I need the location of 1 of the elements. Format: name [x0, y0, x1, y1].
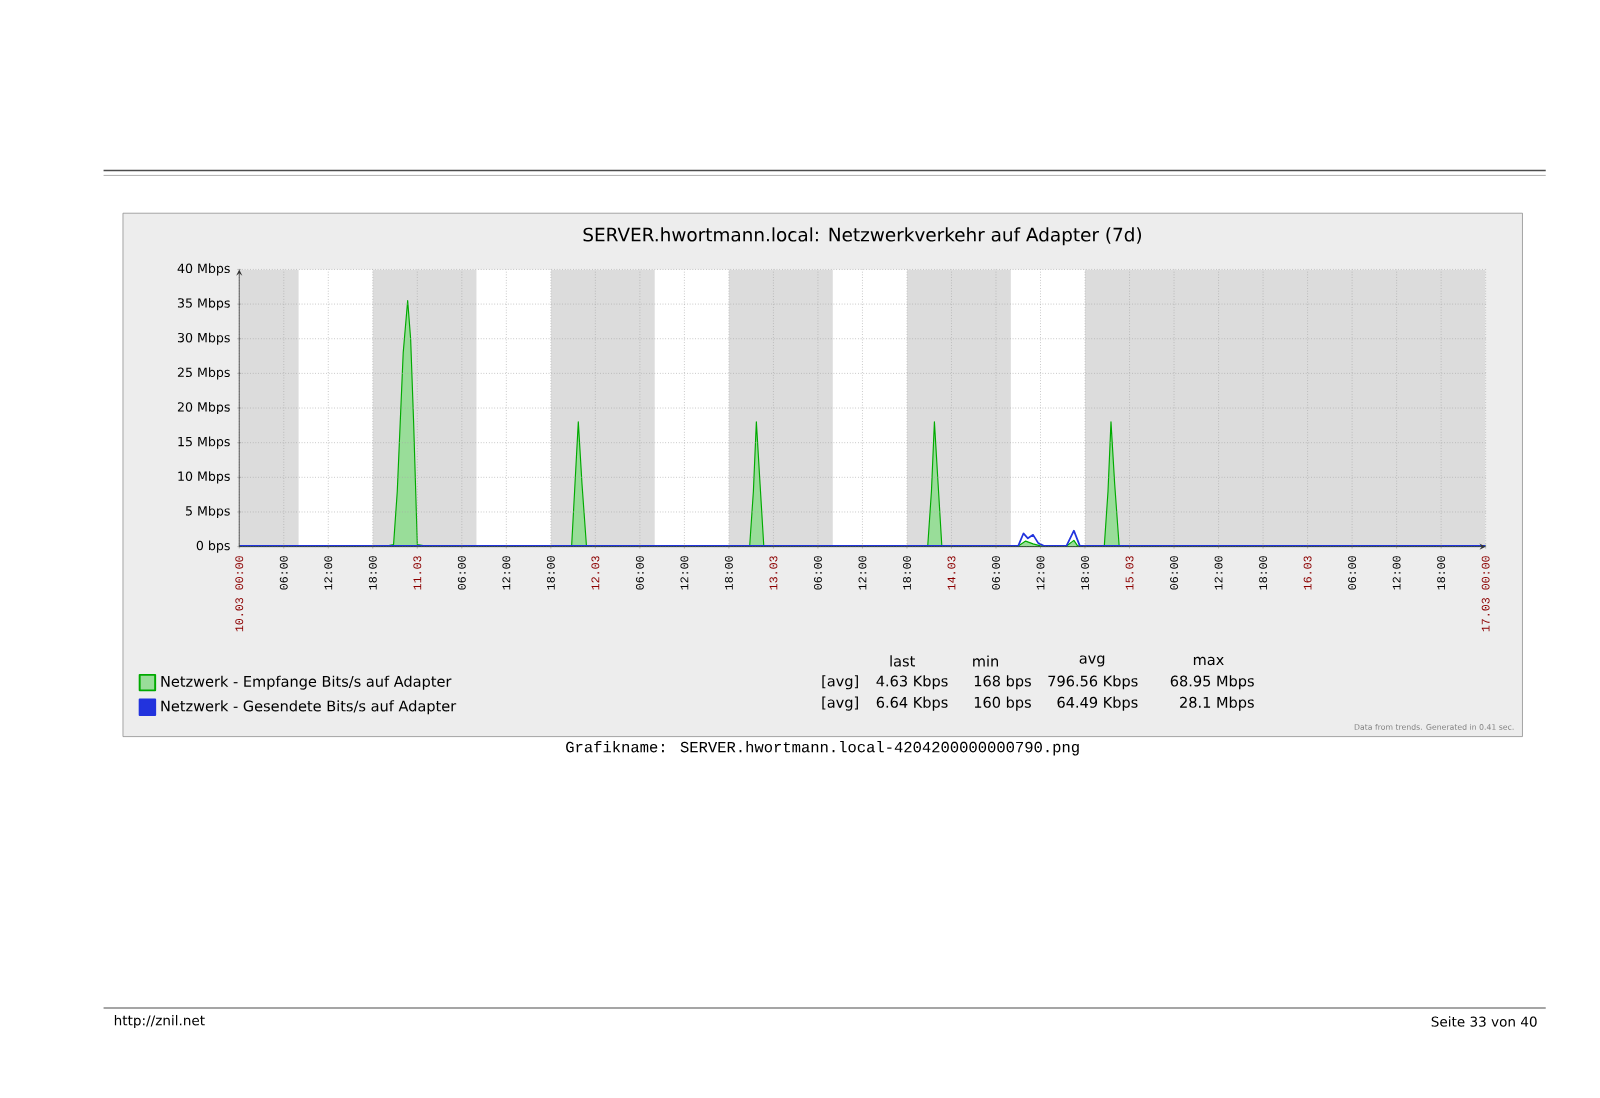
- chart-title: SERVER.hwortmann.local: Netzwerkverkehr auf Adapter (7d): [583, 227, 1142, 246]
